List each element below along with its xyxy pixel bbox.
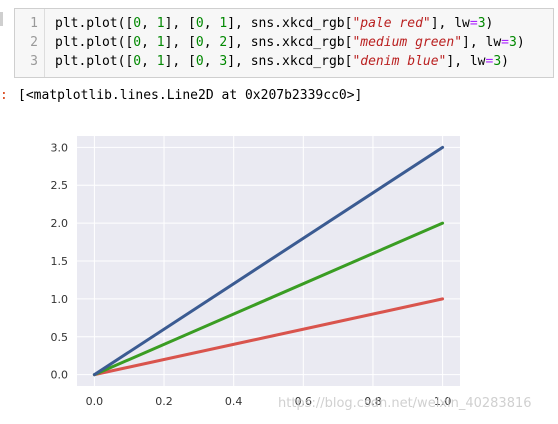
code-number: 0 [195, 54, 204, 69]
code-string: "pale red" [352, 16, 431, 31]
code-token: ) [485, 16, 494, 31]
plot-output: 0.0 0.2 0.4 0.6 0.8 1.0 0.0 0.5 1.0 1.5 2.0 2.5 3.0 [40, 128, 470, 424]
x-tick-label: 0.6 [295, 395, 313, 408]
code-token: ], [ [164, 35, 196, 50]
code-token: ], lw [446, 54, 486, 69]
x-tick-label: 1.0 [434, 395, 452, 408]
line-number: 2 [30, 35, 38, 50]
line-number: 1 [30, 16, 38, 31]
line-number-gutter: 1 2 3 [15, 9, 45, 77]
code-operator: = [501, 35, 509, 50]
code-token: , [203, 35, 220, 50]
code-token: , [203, 54, 220, 69]
code-operator: = [485, 54, 494, 69]
code-token: ) [501, 54, 509, 69]
code-number: 0 [133, 35, 142, 50]
code-number: 1 [156, 54, 165, 69]
code-operator: = [469, 16, 478, 31]
y-tick-label: 0.0 [51, 369, 69, 382]
y-tick-label: 1.0 [51, 293, 69, 306]
x-tick-label: 0.2 [155, 395, 173, 408]
code-cell[interactable]: 1 2 3 plt.plot([0, 1], [0, 1], sns.xkcd_… [14, 8, 554, 78]
code-number: 2 [219, 35, 228, 50]
y-tick-label: 3.0 [51, 141, 69, 154]
series-line [92, 221, 445, 377]
code-number: 1 [156, 16, 165, 31]
code-token: ], lw [430, 16, 470, 31]
y-tick-label: 1.5 [51, 255, 69, 268]
code-token: ], sns.xkcd_rgb[ [227, 35, 353, 50]
series-line [92, 297, 445, 377]
output-prompt: : [0, 88, 8, 103]
code-line[interactable]: plt.plot([0, 1], [0, 1], sns.xkcd_rgb["p… [55, 14, 493, 33]
y-tick-label: 2.0 [51, 217, 69, 230]
code-token: , [141, 16, 157, 31]
code-number: 0 [195, 16, 204, 31]
code-token: ], lw [462, 35, 502, 50]
line-chart: 0.0 0.2 0.4 0.6 0.8 1.0 0.0 0.5 1.0 1.5 2.0 2.5 3.0 [51, 136, 460, 408]
x-tick-label: 0.8 [364, 395, 382, 408]
code-number: 0 [133, 54, 142, 69]
y-tick-label: 2.5 [51, 179, 69, 192]
code-token: plt.plot([ [55, 35, 134, 50]
code-number: 3 [493, 54, 502, 69]
watermark: https://blog.csdn.net/weixin_40283816 [278, 396, 532, 411]
x-tick-label: 0.0 [86, 395, 104, 408]
code-number: 1 [219, 16, 228, 31]
code-token: , [141, 35, 157, 50]
code-token: ], [ [164, 54, 196, 69]
code-number: 1 [156, 35, 165, 50]
y-tick-label: 0.5 [51, 331, 69, 344]
code-token: plt.plot([ [55, 16, 134, 31]
code-string: "denim blue" [352, 54, 447, 69]
output-text: [<matplotlib.lines.Line2D at 0x207b2339c… [18, 88, 363, 103]
code-token: plt.plot([ [55, 54, 134, 69]
code-token: , [141, 54, 157, 69]
code-token: ) [516, 35, 525, 50]
series-line [92, 145, 445, 377]
code-string: "medium green" [352, 35, 463, 50]
code-number: 0 [133, 16, 142, 31]
code-number: 3 [219, 54, 228, 69]
x-tick-label: 0.4 [225, 395, 243, 408]
code-token: ], sns.xkcd_rgb[ [227, 16, 353, 31]
code-number: 3 [477, 16, 486, 31]
code-number: 3 [509, 35, 517, 50]
line-number: 3 [30, 54, 38, 69]
code-token: ], sns.xkcd_rgb[ [227, 54, 353, 69]
code-number: 0 [195, 35, 204, 50]
code-token: ], [ [164, 16, 196, 31]
code-line[interactable]: plt.plot([0, 1], [0, 2], sns.xkcd_rgb["m… [55, 33, 525, 52]
cell-prompt-marker [0, 12, 3, 26]
code-token: , [203, 16, 220, 31]
code-line[interactable]: plt.plot([0, 1], [0, 3], sns.xkcd_rgb["d… [55, 52, 509, 71]
